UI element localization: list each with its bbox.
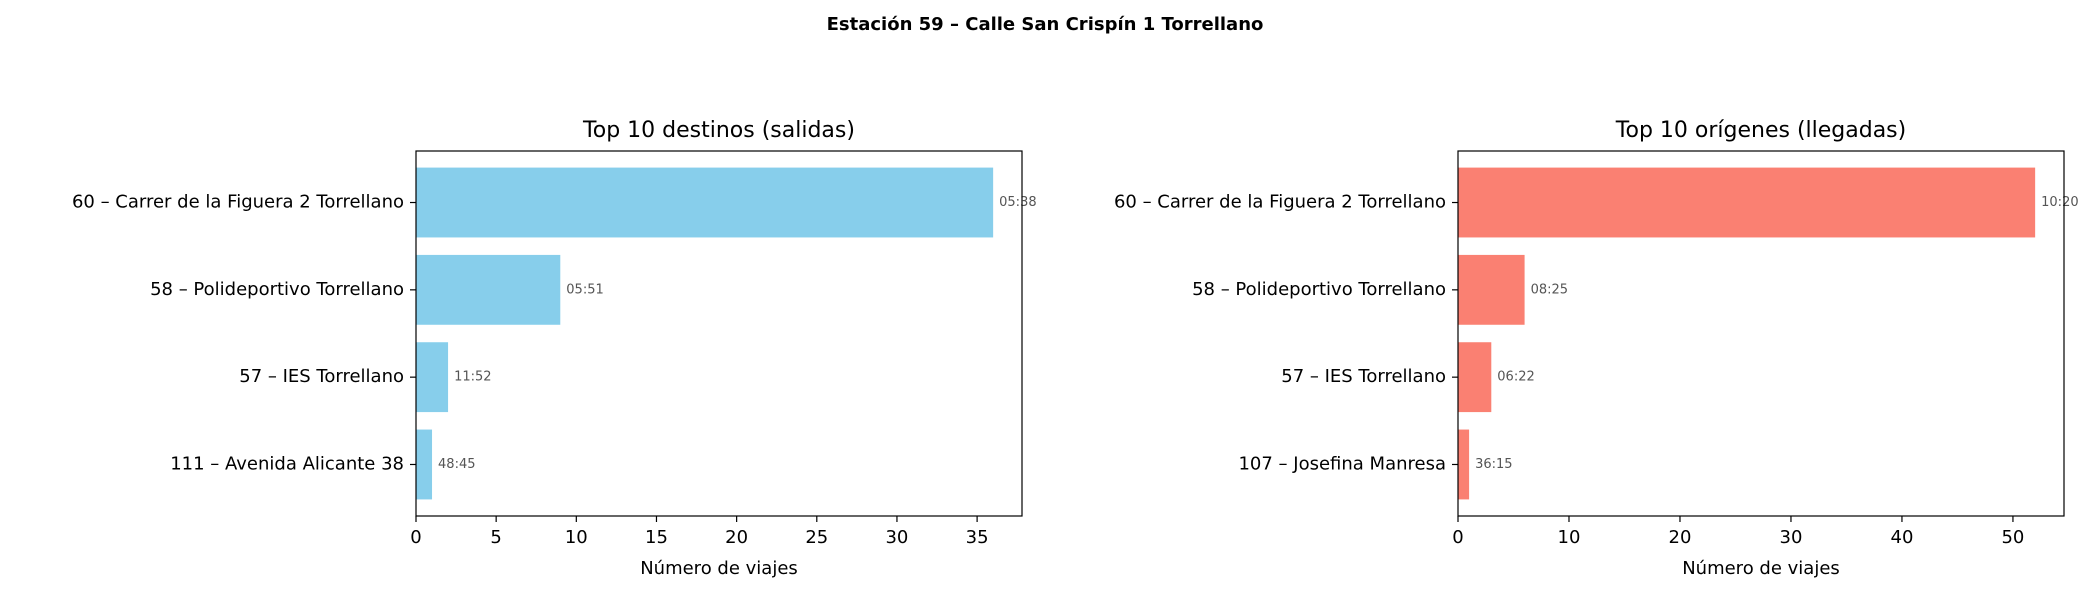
y-tick-label: 60 – Carrer de la Figuera 2 Torrellano — [72, 192, 404, 213]
x-tick-label: 10 — [565, 527, 588, 548]
x-tick-label: 5 — [490, 527, 501, 548]
x-tick-label: 15 — [645, 527, 668, 548]
bar-label: 05:51 — [566, 282, 603, 297]
y-tick-label: 58 – Polideportivo Torrellano — [1192, 279, 1446, 300]
y-tick-label: 57 – IES Torrellano — [239, 366, 404, 387]
bar-label: 10:20 — [2041, 195, 2078, 210]
y-tick-label: 107 – Josefina Manresa — [1238, 453, 1446, 474]
x-tick-label: 30 — [1780, 527, 1803, 548]
axes-frame — [1457, 150, 2065, 517]
bar-label: 36:15 — [1475, 457, 1512, 472]
x-axis-label: Número de viajes — [640, 558, 798, 579]
x-tick-label: 25 — [805, 527, 828, 548]
axes-frame — [415, 150, 1023, 517]
x-tick-label: 0 — [410, 527, 421, 548]
bar-label: 06:22 — [1497, 370, 1534, 385]
bar-label: 48:45 — [438, 457, 475, 472]
bar-label: 11:52 — [454, 370, 491, 385]
bar — [416, 254, 561, 325]
x-tick-label: 30 — [885, 527, 908, 548]
bar — [1458, 342, 1492, 413]
bar-label: 08:25 — [1531, 282, 1568, 297]
bar — [1458, 429, 1470, 500]
x-tick-label: 40 — [1891, 527, 1914, 548]
y-tick-label: 60 – Carrer de la Figuera 2 Torrellano — [1114, 192, 1446, 213]
x-tick-label: 0 — [1452, 527, 1463, 548]
bar — [1458, 167, 2036, 238]
x-tick-label: 20 — [1669, 527, 1692, 548]
x-tick-label: 20 — [725, 527, 748, 548]
bar-label: 05:38 — [999, 195, 1036, 210]
y-tick-label: 111 – Avenida Alicante 38 — [170, 453, 404, 474]
bar — [416, 167, 994, 238]
x-axis-label: Número de viajes — [1682, 558, 1840, 579]
bar — [416, 342, 449, 413]
y-tick-label: 58 – Polideportivo Torrellano — [150, 279, 404, 300]
bar — [416, 429, 433, 500]
x-tick-label: 10 — [1558, 527, 1581, 548]
subplot-title: Top 10 orígenes (llegadas) — [1615, 118, 1906, 143]
y-tick-label: 57 – IES Torrellano — [1281, 366, 1446, 387]
x-tick-label: 50 — [2001, 527, 2024, 548]
figure-title: Estación 59 – Calle San Crispín 1 Torrel… — [827, 14, 1264, 35]
subplot-title: Top 10 destinos (salidas) — [582, 118, 855, 143]
x-tick-label: 35 — [966, 527, 989, 548]
bar — [1458, 254, 1525, 325]
